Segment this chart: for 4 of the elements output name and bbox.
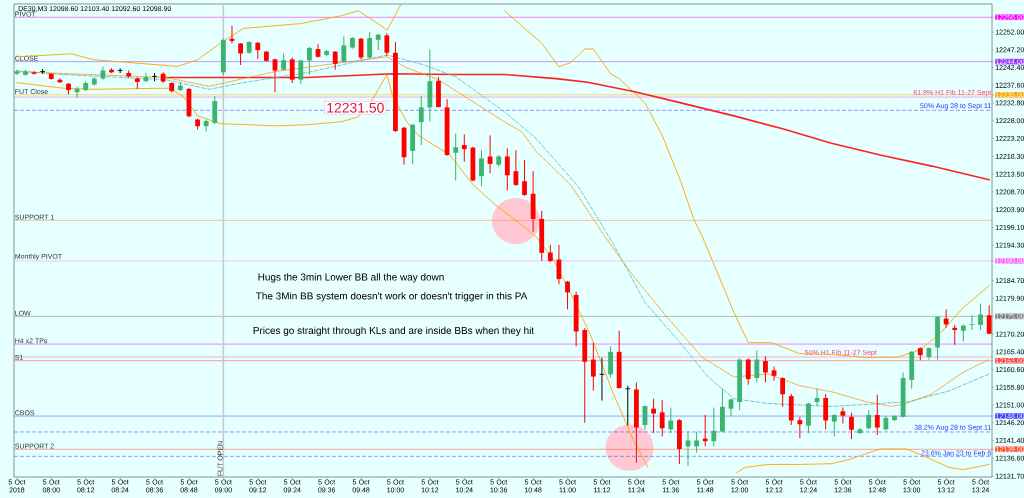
annotation: Hugs the 3min Lower BB all the way down [258, 273, 444, 283]
annotation: 12231.50 [327, 102, 384, 113]
annotation: Prices go straight through KLs and are inside BBs when they hit [253, 326, 535, 336]
annotation: The 3Min BB system doesn't work or doesn't trigger in this PA [255, 292, 528, 302]
